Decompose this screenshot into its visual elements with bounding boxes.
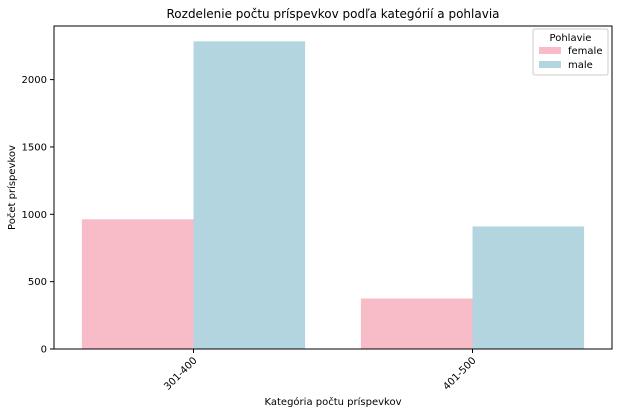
legend-label-male: male bbox=[568, 60, 593, 71]
y-tick-label: 1000 bbox=[22, 210, 47, 221]
legend-label-female: female bbox=[568, 46, 602, 57]
bars-layer bbox=[81, 41, 585, 350]
plot-frame bbox=[53, 25, 613, 350]
legend-swatch-female bbox=[539, 47, 561, 54]
legend-title: Pohlavie bbox=[550, 33, 592, 44]
chart-title: Rozdelenie počtu príspevkov podľa kategó… bbox=[167, 7, 500, 21]
y-tick-label: 500 bbox=[28, 277, 47, 288]
x-tick-label: 401-500 bbox=[441, 355, 478, 392]
x-axis-label: Kategória počtu príspevkov bbox=[265, 396, 402, 408]
bar-male-301-400 bbox=[193, 41, 306, 350]
bar-female-301-400 bbox=[81, 219, 194, 349]
x-tick-label: 301-400 bbox=[162, 355, 199, 392]
bar-male-401-500 bbox=[472, 226, 585, 349]
bar-female-401-500 bbox=[360, 298, 473, 349]
legend-swatch-male bbox=[539, 61, 561, 68]
y-tick-label: 1500 bbox=[22, 142, 47, 153]
y-tick-label: 0 bbox=[41, 345, 47, 356]
y-tick-label: 2000 bbox=[22, 75, 47, 86]
y-axis-label: Počet príspevkov bbox=[6, 145, 18, 230]
legend: Pohlavie female male bbox=[532, 28, 609, 76]
